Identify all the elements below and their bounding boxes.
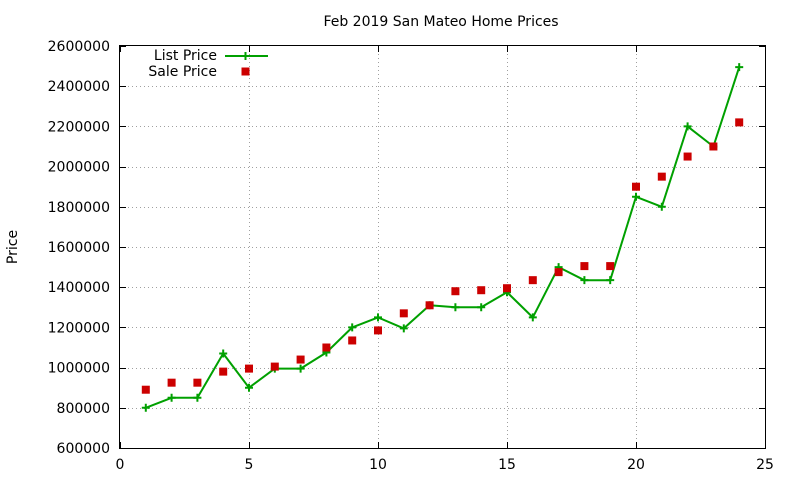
sale-price-point: [270, 362, 279, 371]
list-price-point: [245, 383, 253, 392]
sale-price-point: [399, 309, 408, 318]
list-price-point: [219, 349, 228, 358]
list-price-line: [145, 66, 741, 409]
y-tick-label: 1200000: [48, 320, 110, 336]
sale-price-point: [657, 172, 666, 181]
x-tick-label: 15: [498, 457, 516, 473]
legend-marker-list-price: [241, 52, 250, 60]
sale-price-point: [219, 367, 228, 376]
legend-label-sale-price: Sale Price: [148, 64, 217, 80]
y-axis-label: Price: [5, 230, 21, 264]
sale-price-point: [709, 142, 718, 151]
legend: List Price Sale Price: [148, 48, 268, 80]
list-price-point: [632, 192, 640, 201]
y-tick-label: 1000000: [48, 361, 110, 377]
x-tick-label: 10: [369, 457, 387, 473]
sale-price-point: [374, 326, 382, 335]
list-price-point: [580, 276, 589, 285]
sale-price-point: [245, 364, 253, 373]
legend-marker-sale-price: [241, 67, 250, 76]
sale-price-point: [477, 286, 486, 295]
plot-frame: [119, 45, 766, 449]
list-price-point: [348, 323, 357, 332]
sale-price-point: [554, 268, 563, 277]
sale-price-point: [141, 385, 150, 394]
chart-title: Feb 2019 San Mateo Home Prices: [323, 14, 558, 30]
series-layer: [141, 63, 744, 412]
sale-price-point: [503, 284, 511, 293]
y-tick-label: 1800000: [48, 200, 110, 216]
grid-layer: [120, 46, 765, 448]
sale-price-point: [632, 182, 640, 191]
sale-price-point: [425, 301, 434, 310]
list-price-point: [477, 303, 486, 312]
list-price-point: [528, 313, 537, 322]
sale-price-point: [580, 262, 589, 271]
sale-price-point: [193, 378, 202, 387]
sale-price-point: [528, 276, 537, 285]
legend-label-list-price: List Price: [154, 48, 217, 64]
y-tick-label: 2600000: [48, 39, 110, 55]
y-tick-label: 2200000: [48, 119, 110, 135]
list-price-point: [683, 122, 692, 131]
y-tick-label: 1600000: [48, 240, 110, 256]
sale-price-point: [348, 336, 357, 345]
x-tick-label: 0: [116, 457, 125, 473]
list-price-point: [657, 202, 666, 211]
sale-price-point: [606, 262, 615, 271]
list-price-point: [735, 63, 744, 72]
list-price-point: [606, 276, 615, 285]
list-price-point: [399, 324, 408, 333]
y-tick-label: 1400000: [48, 280, 110, 296]
sale-price-point: [322, 343, 331, 352]
list-price-point: [167, 393, 176, 402]
y-tick-label: 800000: [57, 401, 110, 417]
y-tick-label: 2400000: [48, 79, 110, 95]
sale-price-point: [296, 355, 305, 364]
y-tick-label: 2000000: [48, 160, 110, 176]
x-tick-label: 20: [627, 457, 645, 473]
x-tick-label: 25: [756, 457, 774, 473]
ticks-layer: 0 5 10 15 20 25 600000 800000 1000000 1200000 1400…: [48, 39, 774, 473]
list-price-point: [141, 403, 150, 412]
sale-price-point: [683, 152, 692, 161]
x-tick-label: 5: [245, 457, 254, 473]
sale-price-point: [451, 287, 460, 296]
sale-price-point: [735, 118, 744, 127]
list-price-point: [451, 303, 460, 312]
list-price-point: [193, 393, 202, 402]
sale-price-point: [167, 378, 176, 387]
list-price-point: [296, 364, 305, 373]
list-price-point: [374, 313, 382, 322]
y-tick-label: 600000: [57, 441, 110, 457]
